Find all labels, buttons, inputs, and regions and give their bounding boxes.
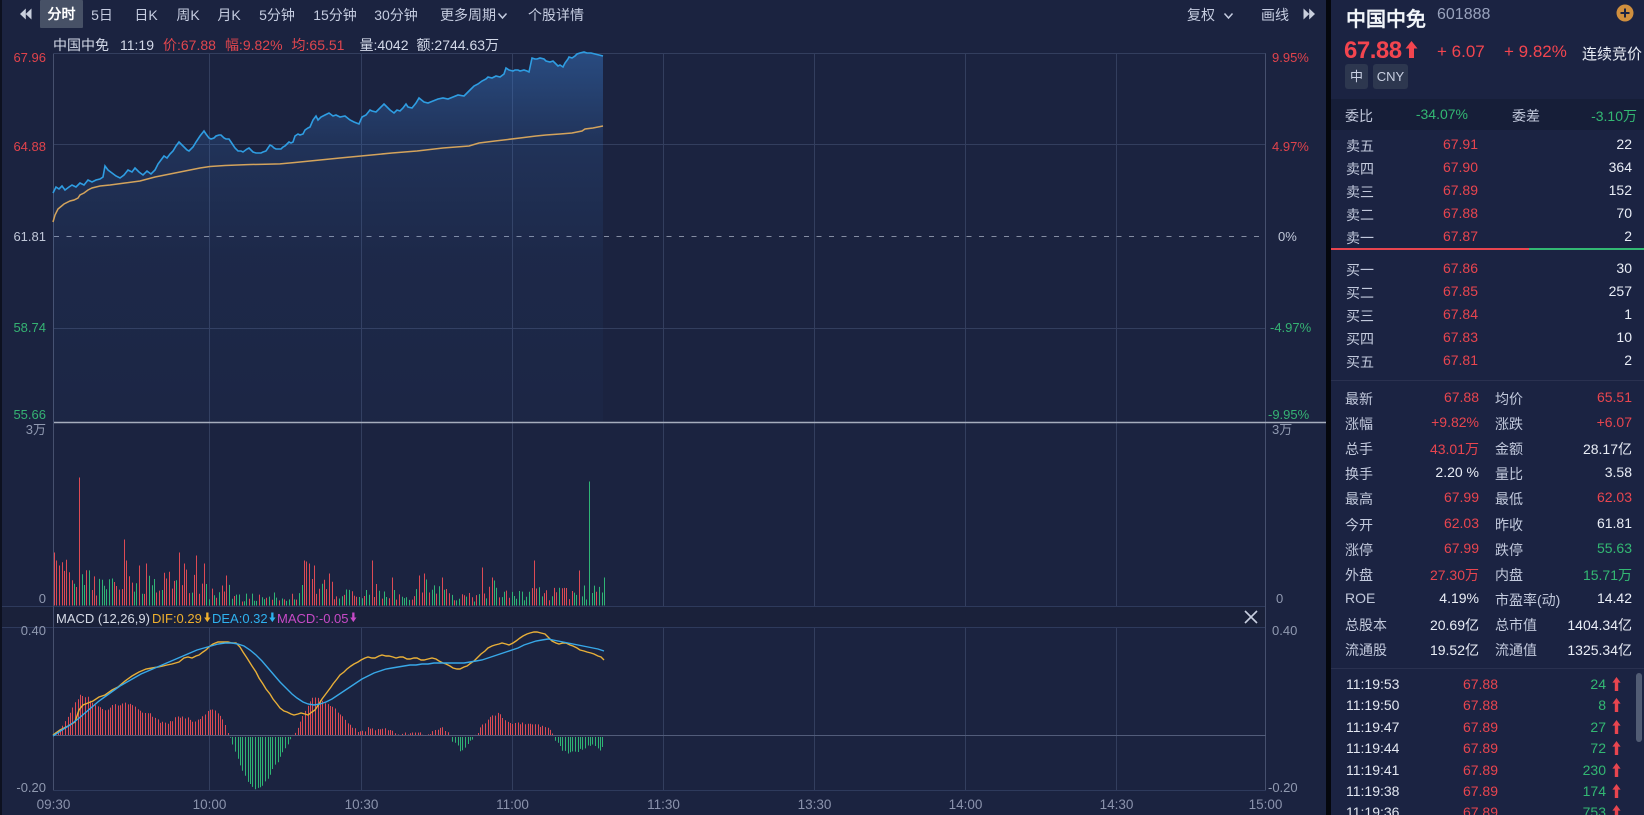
svg-text:14:00: 14:00 (949, 797, 983, 812)
svg-text:DIF:0.29: DIF:0.29 (152, 611, 202, 626)
svg-text:-9.95%: -9.95% (1268, 407, 1310, 422)
svg-text:MACD (12,26,9): MACD (12,26,9) (56, 611, 150, 626)
svg-text:11:00: 11:00 (496, 797, 529, 812)
svg-text:0: 0 (1276, 591, 1283, 606)
svg-text:0%: 0% (1278, 229, 1297, 244)
svg-text:58.74: 58.74 (13, 320, 46, 335)
svg-text:09:30: 09:30 (37, 797, 71, 812)
svg-text:13:30: 13:30 (798, 797, 832, 812)
svg-text:-4.97%: -4.97% (1270, 320, 1312, 335)
svg-text:64.88: 64.88 (13, 139, 46, 154)
svg-text:0.40: 0.40 (21, 623, 46, 638)
svg-text:MACD:-0.05: MACD:-0.05 (277, 611, 349, 626)
svg-text:10:00: 10:00 (193, 797, 227, 812)
svg-text:0: 0 (39, 591, 46, 606)
svg-text:0.40: 0.40 (1272, 623, 1297, 638)
svg-text:-0.20: -0.20 (1268, 780, 1298, 795)
svg-text:3万: 3万 (26, 422, 46, 437)
svg-text:67.96: 67.96 (13, 50, 46, 65)
svg-text:14:30: 14:30 (1100, 797, 1134, 812)
svg-text:4.97%: 4.97% (1272, 139, 1309, 154)
svg-text:10:30: 10:30 (345, 797, 379, 812)
svg-text:-0.20: -0.20 (16, 780, 46, 795)
svg-text:DEA:0.32: DEA:0.32 (212, 611, 268, 626)
svg-text:55.66: 55.66 (13, 407, 46, 422)
svg-text:3万: 3万 (1272, 422, 1292, 437)
svg-text:15:00: 15:00 (1249, 797, 1283, 812)
svg-text:9.95%: 9.95% (1272, 50, 1309, 65)
svg-text:11:30: 11:30 (647, 797, 680, 812)
svg-text:61.81: 61.81 (13, 229, 46, 244)
